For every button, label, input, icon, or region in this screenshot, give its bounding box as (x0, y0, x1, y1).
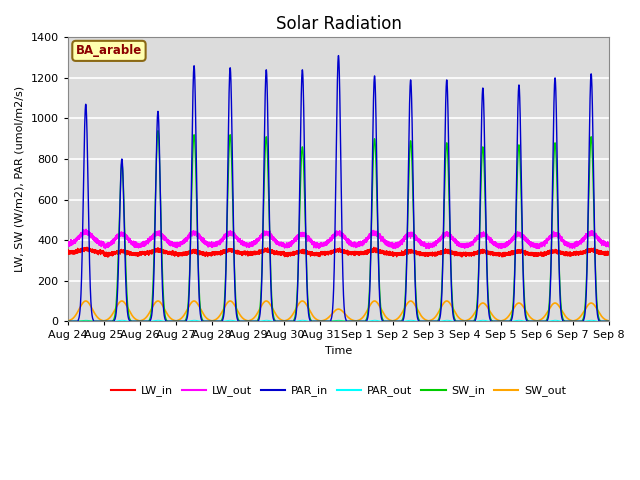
Legend: LW_in, LW_out, PAR_in, PAR_out, SW_in, SW_out: LW_in, LW_out, PAR_in, PAR_out, SW_in, S… (106, 381, 570, 401)
Y-axis label: LW, SW (W/m2), PAR (umol/m2/s): LW, SW (W/m2), PAR (umol/m2/s) (15, 86, 25, 272)
Title: Solar Radiation: Solar Radiation (275, 15, 401, 33)
X-axis label: Time: Time (325, 346, 352, 356)
Text: BA_arable: BA_arable (76, 44, 142, 58)
